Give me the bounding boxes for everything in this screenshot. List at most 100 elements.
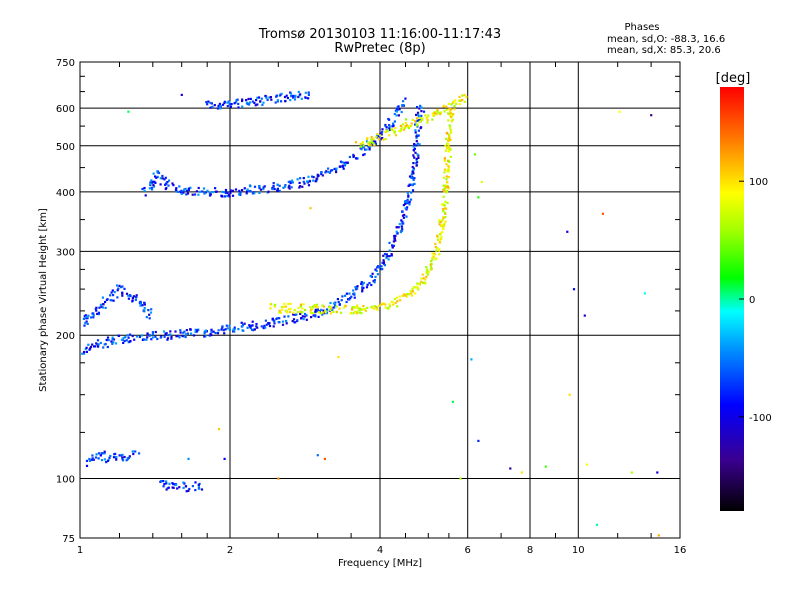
data-point: [415, 164, 418, 167]
data-point: [392, 303, 395, 306]
data-point: [296, 310, 299, 314]
data-point: [272, 185, 275, 188]
data-point: [191, 485, 194, 488]
data-point: [163, 483, 166, 486]
data-point: [414, 286, 418, 289]
data-point: [209, 193, 212, 196]
data-point: [445, 178, 448, 181]
data-point: [106, 298, 109, 301]
data-point: [395, 110, 398, 113]
data-point: [388, 124, 391, 127]
data-point: [375, 136, 378, 139]
data-point: [112, 338, 115, 341]
data-point: [148, 317, 151, 320]
data-point: [416, 161, 419, 164]
data-point: [390, 128, 393, 131]
data-point: [95, 342, 98, 345]
data-point: [359, 142, 362, 145]
data-point: [214, 331, 217, 335]
data-point: [95, 309, 98, 312]
data-point: [124, 336, 127, 339]
data-point: [332, 302, 336, 305]
data-point: [436, 247, 439, 250]
data-point: [322, 305, 326, 308]
data-point: [150, 338, 153, 341]
data-point: [117, 334, 121, 337]
data-point: [366, 306, 369, 309]
data-point: [163, 335, 166, 338]
data-point: [367, 141, 370, 144]
data-point: [138, 452, 141, 455]
data-point: [369, 274, 372, 278]
data-point: [412, 177, 415, 180]
data-point: [209, 106, 212, 109]
data-point: [388, 127, 391, 130]
phases-line-o: mean, sd,O: -88.3, 16.6: [607, 34, 725, 45]
data-point: [448, 107, 451, 110]
data-point: [447, 175, 450, 179]
data-point: [229, 105, 232, 108]
data-point: [420, 114, 423, 117]
data-point: [150, 186, 153, 189]
data-point: [374, 275, 377, 278]
data-point: [446, 132, 449, 135]
data-point: [363, 308, 366, 311]
data-point: [97, 345, 100, 348]
data-point: [299, 177, 302, 180]
data-point: [251, 100, 254, 103]
data-point: [231, 189, 234, 192]
data-point: [201, 190, 204, 193]
data-point: [341, 165, 344, 168]
data-point: [104, 306, 107, 309]
data-point: [258, 186, 261, 190]
data-point: [354, 141, 358, 144]
data-point: [413, 182, 416, 185]
data-point: [321, 304, 324, 307]
data-point: [116, 296, 119, 299]
data-point: [90, 316, 93, 319]
data-point: [438, 220, 441, 223]
data-point: [280, 92, 283, 95]
data-point: [243, 187, 246, 190]
data-point: [446, 181, 449, 184]
data-point: [459, 477, 462, 480]
data-point: [444, 200, 447, 203]
data-point: [122, 341, 125, 344]
data-point: [441, 219, 444, 222]
data-point: [436, 234, 439, 237]
data-point: [391, 246, 394, 249]
data-point: [432, 255, 435, 258]
data-point: [112, 456, 116, 459]
data-point: [268, 324, 272, 328]
data-point: [348, 298, 351, 301]
data-point: [416, 282, 419, 285]
data-point: [118, 454, 121, 457]
data-point: [168, 482, 171, 485]
data-point: [90, 458, 93, 461]
data-point: [180, 191, 183, 194]
data-point: [197, 483, 200, 486]
data-point: [329, 312, 333, 315]
data-point: [426, 119, 429, 122]
data-point: [368, 282, 371, 285]
chart-title: Tromsø 20130103 11:16:00-11:17:43: [258, 27, 501, 42]
data-point: [236, 98, 239, 101]
data-point: [269, 96, 272, 99]
data-point: [435, 257, 438, 260]
data-point: [443, 157, 446, 160]
data-point: [156, 171, 159, 174]
data-point: [251, 324, 254, 327]
data-point: [123, 287, 126, 290]
data-point: [184, 187, 187, 191]
data-point: [159, 183, 162, 186]
data-point: [447, 139, 450, 142]
data-point: [337, 356, 340, 359]
data-point: [400, 110, 403, 114]
data-point: [178, 336, 181, 339]
data-point: [301, 185, 304, 188]
data-point: [106, 459, 109, 462]
data-point: [144, 194, 147, 197]
data-point: [382, 254, 385, 257]
data-point: [181, 334, 184, 337]
data-point: [302, 177, 305, 180]
